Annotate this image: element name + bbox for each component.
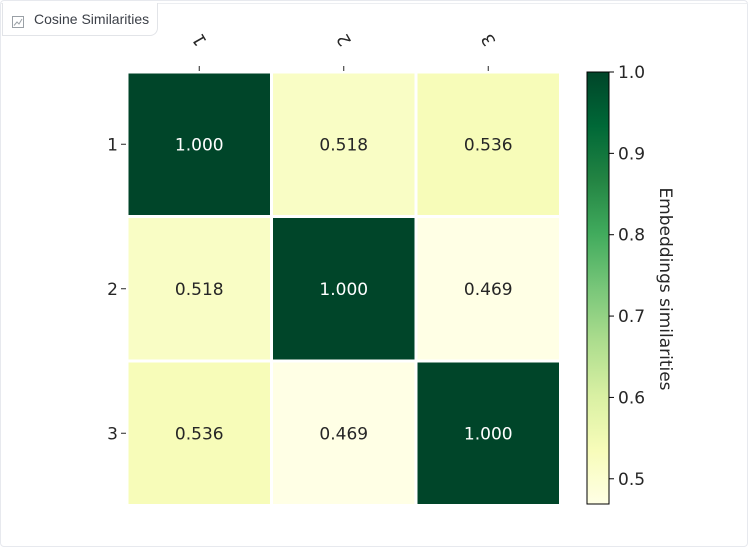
colorbar-tick-label: 0.9 <box>618 144 645 164</box>
x-tick-label: 1 <box>189 30 212 49</box>
colorbar-tick-label: 1.0 <box>618 63 645 83</box>
y-tick-label: 3 <box>107 424 118 444</box>
heatmap-cell-3-1 <box>125 359 273 507</box>
cell-value-label: 1.000 <box>175 135 224 155</box>
colorbar-tick-label: 0.5 <box>618 470 645 490</box>
chart-icon <box>12 13 24 28</box>
heatmap-cell-3-3 <box>414 359 562 507</box>
cell-value-label: 0.518 <box>175 280 224 300</box>
heatmap-cell-3-2 <box>270 359 418 507</box>
chart-title-tab[interactable]: Cosine Similarities <box>2 3 158 36</box>
cell-value-label: 0.469 <box>464 280 513 300</box>
cell-value-label: 0.469 <box>319 424 368 444</box>
chart-title: Cosine Similarities <box>34 11 150 27</box>
cell-value-label: 1.000 <box>319 280 368 300</box>
heatmap-cell-1-1 <box>125 70 273 218</box>
heatmap-cell-2-3 <box>414 215 562 363</box>
colorbar-tick-label: 0.8 <box>618 226 645 246</box>
x-tick-label: 3 <box>478 30 501 49</box>
divider <box>0 3 748 4</box>
cell-value-label: 0.536 <box>464 135 513 155</box>
cell-value-label: 0.518 <box>319 135 368 155</box>
x-tick-label: 2 <box>333 30 356 49</box>
cell-value-label: 0.536 <box>175 424 224 444</box>
heatmap-cell-1-2 <box>270 70 418 218</box>
heatmap-cell-2-1 <box>125 215 273 363</box>
colorbar-tick-label: 0.7 <box>618 307 645 327</box>
colorbar <box>586 71 610 505</box>
colorbar-tick-label: 0.6 <box>618 388 645 408</box>
cell-value-label: 1.000 <box>464 424 513 444</box>
colorbar-label: Embeddings similarities <box>655 187 675 390</box>
heatmap-cell-1-3 <box>414 70 562 218</box>
y-tick-label: 1 <box>107 135 118 155</box>
y-tick-label: 2 <box>107 280 118 300</box>
